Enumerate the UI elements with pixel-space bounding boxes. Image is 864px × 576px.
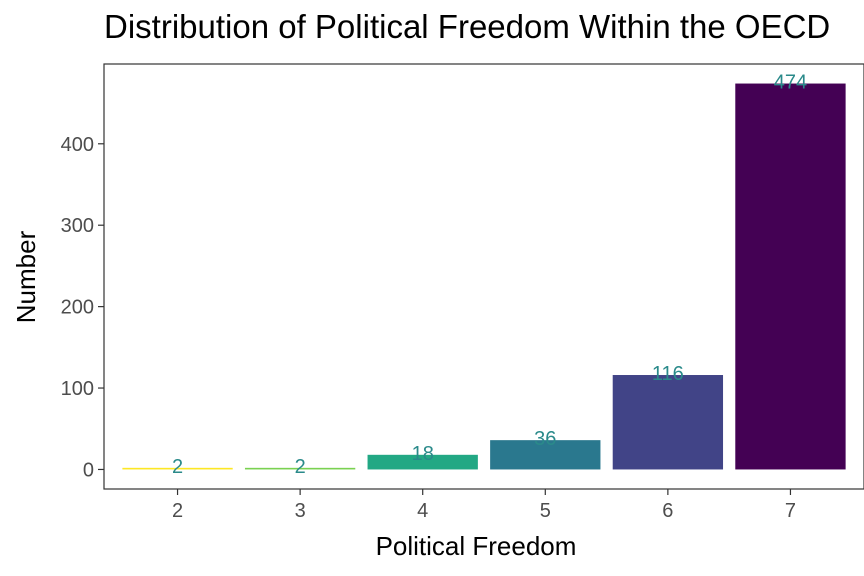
bar	[735, 83, 846, 470]
x-axis-title: Political Freedom	[376, 531, 577, 561]
x-tick-label: 4	[417, 500, 428, 522]
x-tick-label: 6	[662, 500, 673, 522]
data-labels-group: 2 2 18 36 116 474	[172, 72, 807, 478]
bar-value-label: 2	[172, 456, 183, 478]
bar	[490, 440, 601, 470]
bars-group	[122, 83, 846, 470]
y-axis: 0 100 200 300 400	[61, 134, 104, 481]
bar	[612, 375, 724, 470]
bar-value-label: 474	[774, 72, 807, 94]
bar	[367, 454, 478, 470]
x-tick-label: 2	[172, 500, 183, 522]
bar-value-label: 36	[534, 428, 556, 450]
bar-value-label: 2	[295, 456, 306, 478]
y-axis-title: Number	[11, 230, 41, 323]
y-tick-label: 200	[61, 297, 94, 319]
y-tick-label: 400	[61, 134, 94, 156]
bar-value-label: 116	[652, 363, 684, 385]
x-axis: 2 3 4 5 6 7	[172, 489, 796, 522]
y-tick-label: 0	[83, 459, 94, 481]
plot-panel-border	[103, 63, 864, 490]
y-tick-label: 100	[61, 378, 94, 400]
y-tick-label: 300	[61, 215, 94, 237]
bar	[244, 467, 356, 470]
chart-title: Distribution of Political Freedom Within…	[104, 8, 831, 45]
bar	[122, 467, 233, 470]
x-tick-label: 5	[540, 500, 551, 522]
bar-value-label: 18	[412, 443, 434, 465]
x-tick-label: 7	[785, 500, 796, 522]
x-tick-label: 3	[295, 500, 306, 522]
